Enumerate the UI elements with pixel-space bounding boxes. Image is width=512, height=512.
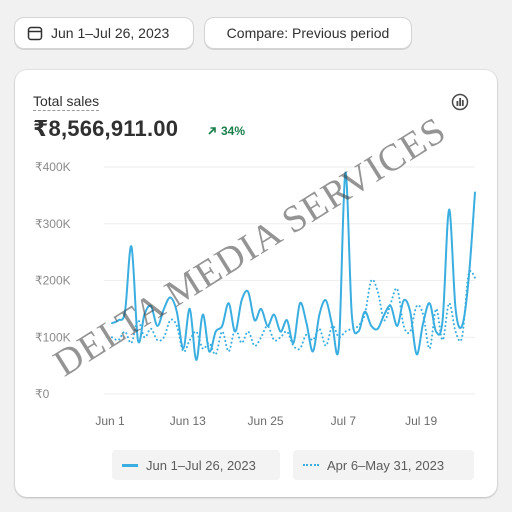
x-tick-label: Jul 19	[405, 414, 437, 428]
metric-label[interactable]: Total sales	[33, 93, 100, 111]
change-badge: 34%	[207, 124, 245, 138]
y-tick-label: ₹100K	[35, 330, 71, 344]
y-tick-label: ₹400K	[35, 160, 71, 174]
y-tick-label: ₹200K	[35, 274, 71, 288]
x-tick-label: Jun 25	[248, 414, 284, 428]
series-line-current-period	[111, 171, 476, 361]
metric-value: ₹8,566,911.00	[33, 116, 179, 141]
x-tick-label: Jun 13	[170, 414, 206, 428]
legend-swatch-solid	[122, 463, 138, 467]
y-tick-label: ₹300K	[35, 217, 71, 231]
date-range-label: Jun 1–Jul 26, 2023	[51, 25, 170, 41]
series-line-previous-period	[111, 270, 476, 356]
legend-label: Jun 1–Jul 26, 2023	[146, 457, 256, 473]
compare-button[interactable]: Compare: Previous period	[204, 17, 412, 49]
change-value: 34%	[221, 124, 246, 138]
legend-previous-period[interactable]: Apr 6–May 31, 2023	[293, 450, 474, 480]
total-sales-card: Total sales ₹8,566,911.00 34% ₹0 ₹100K ₹20…	[15, 70, 497, 497]
legend-swatch-dotted	[303, 464, 319, 466]
calendar-icon	[27, 26, 43, 41]
x-tick-label: Jun 1	[95, 414, 125, 428]
arrow-up-right-icon	[208, 127, 216, 135]
legend-current-period[interactable]: Jun 1–Jul 26, 2023	[112, 450, 280, 480]
x-tick-label: Jul 7	[331, 414, 357, 428]
y-tick-label: ₹0	[35, 387, 50, 401]
date-range-button[interactable]: Jun 1–Jul 26, 2023	[14, 17, 194, 49]
compare-label: Compare: Previous period	[226, 25, 390, 41]
chart-settings-icon[interactable]	[451, 93, 469, 111]
sales-line-chart: ₹0 ₹100K ₹200K ₹300K ₹400K Jun 1 Jun 13 Jun 25 J…	[35, 160, 476, 428]
legend-label: Apr 6–May 31, 2023	[327, 457, 445, 473]
